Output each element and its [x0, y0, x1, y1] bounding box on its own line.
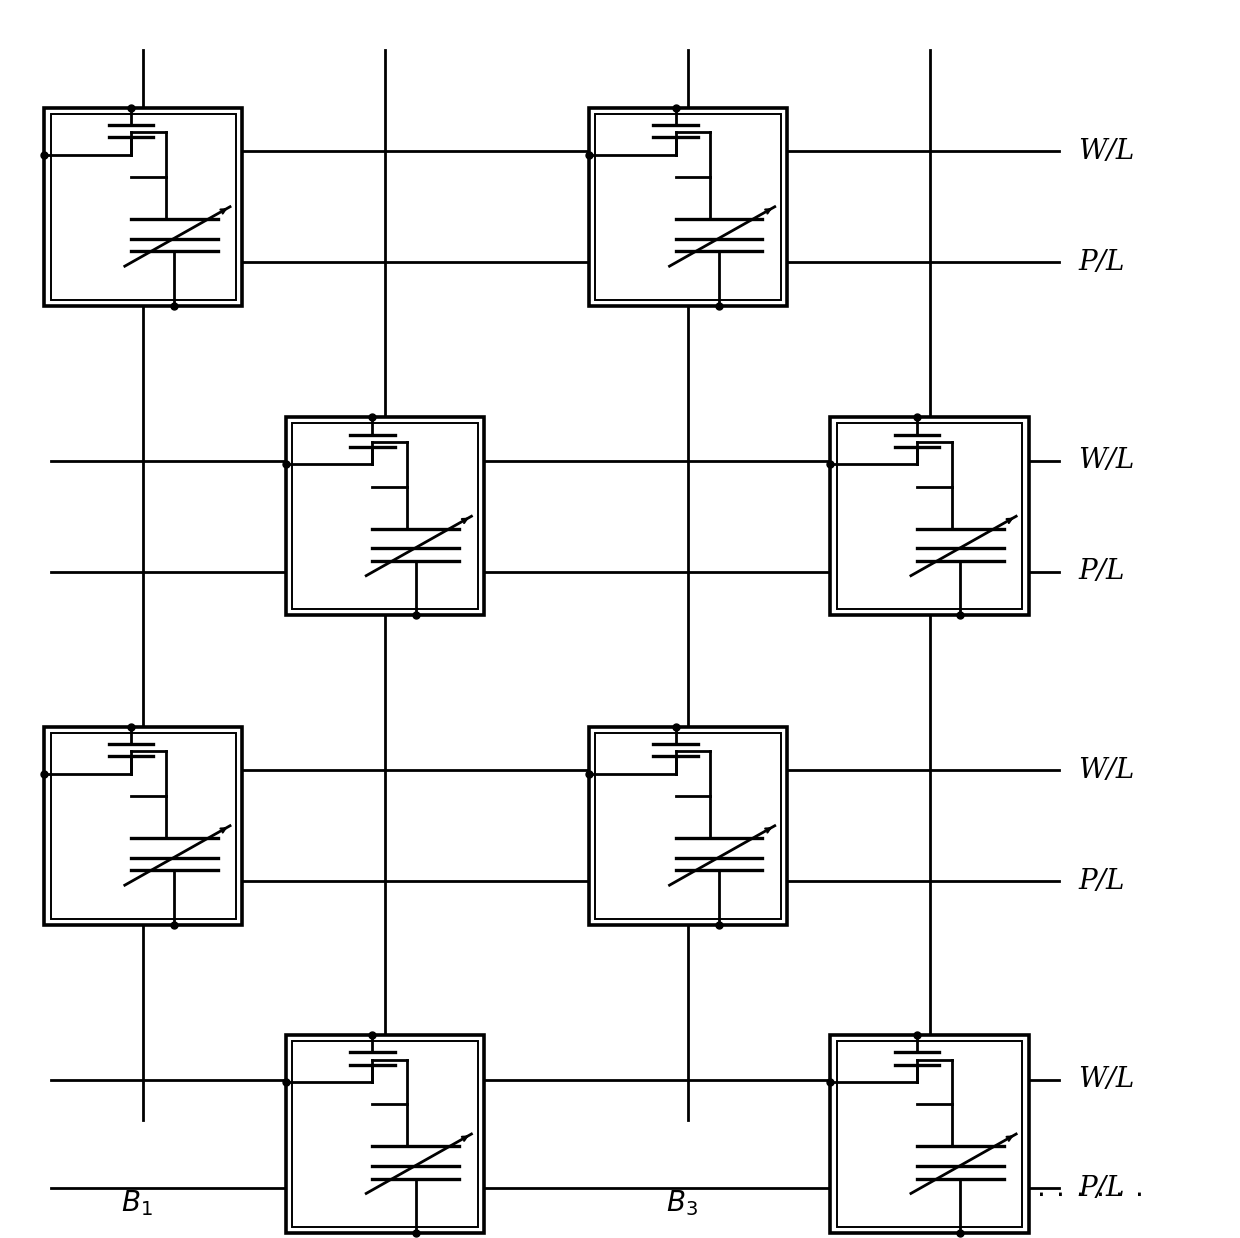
- Bar: [51, 733, 237, 919]
- Text: $B_{3}$: $B_{3}$: [666, 1188, 698, 1218]
- Text: P/L: P/L: [1078, 558, 1125, 586]
- Bar: [595, 114, 781, 300]
- Bar: [45, 108, 242, 306]
- Bar: [291, 423, 477, 609]
- Bar: [589, 108, 787, 306]
- Text: P/L: P/L: [1078, 868, 1125, 895]
- Bar: [291, 1041, 477, 1227]
- Text: $B_{1}$: $B_{1}$: [122, 1188, 153, 1218]
- Bar: [285, 1035, 484, 1233]
- Text: W/L: W/L: [1078, 1066, 1135, 1093]
- Bar: [589, 727, 787, 925]
- Bar: [837, 1041, 1022, 1227]
- Text: W/L: W/L: [1078, 447, 1135, 474]
- Text: $\cdot\cdot\cdot\cdot\cdot\cdot\cdot$: $\cdot\cdot\cdot\cdot\cdot\cdot\cdot$: [1022, 1182, 1142, 1210]
- Text: $B_{4}$: $B_{4}$: [908, 1188, 940, 1218]
- Bar: [837, 423, 1022, 609]
- Bar: [51, 114, 237, 300]
- Bar: [595, 733, 781, 919]
- Text: W/L: W/L: [1078, 137, 1135, 165]
- Text: $B_{2}$: $B_{2}$: [363, 1188, 394, 1218]
- Text: P/L: P/L: [1078, 249, 1125, 276]
- Text: P/L: P/L: [1078, 1175, 1125, 1202]
- Bar: [45, 727, 242, 925]
- Text: W/L: W/L: [1078, 756, 1135, 784]
- Bar: [831, 1035, 1028, 1233]
- Bar: [831, 417, 1028, 615]
- Bar: [285, 417, 484, 615]
